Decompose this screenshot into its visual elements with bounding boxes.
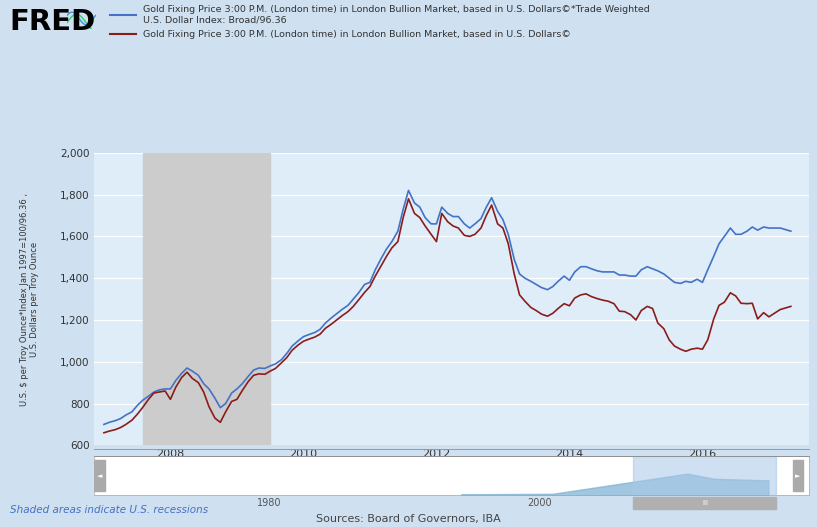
Text: ►: ► xyxy=(796,473,801,479)
Text: Shaded areas indicate U.S. recessions: Shaded areas indicate U.S. recessions xyxy=(10,505,208,515)
Bar xyxy=(633,497,776,509)
Bar xyxy=(792,460,803,491)
Text: Sources: Board of Governors, IBA: Sources: Board of Governors, IBA xyxy=(316,514,501,524)
Text: U.S. $ per Troy Ounce*Index Jan 1997=100/96.36 ,
U.S. Dollars per Troy Ounce: U.S. $ per Troy Ounce*Index Jan 1997=100… xyxy=(20,192,39,406)
Text: III: III xyxy=(702,500,708,506)
Bar xyxy=(94,460,105,491)
Text: ◄: ◄ xyxy=(96,473,102,479)
Text: FRED: FRED xyxy=(10,8,96,36)
Text: Gold Fixing Price 3:00 P.M. (London time) in London Bullion Market, based in U.S: Gold Fixing Price 3:00 P.M. (London time… xyxy=(143,30,571,39)
Text: Gold Fixing Price 3:00 P.M. (London time) in London Bullion Market, based in U.S: Gold Fixing Price 3:00 P.M. (London time… xyxy=(143,5,650,24)
Bar xyxy=(142,153,270,445)
Bar xyxy=(633,456,776,495)
